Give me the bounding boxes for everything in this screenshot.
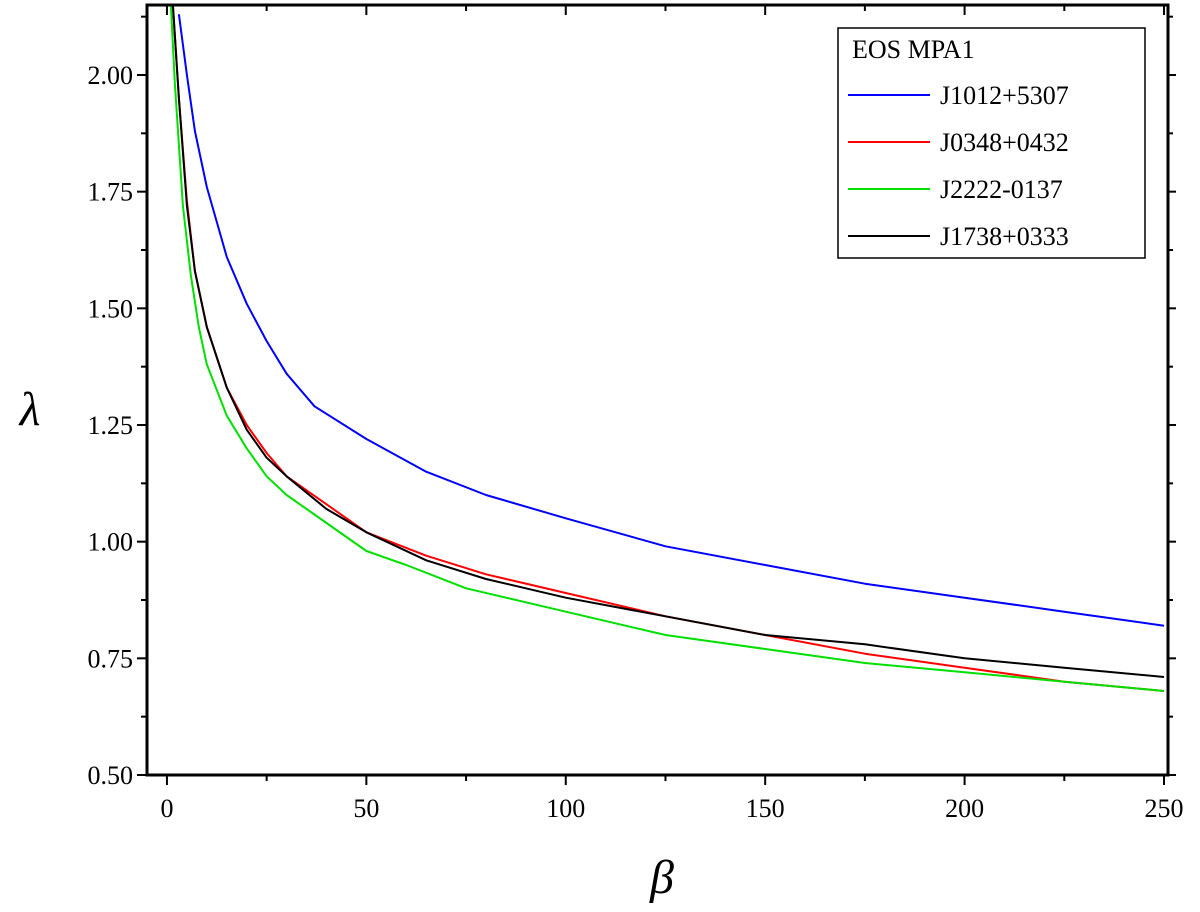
legend-label-3: J2222-0137 — [940, 175, 1063, 204]
y-tick-label: 1.50 — [88, 294, 134, 323]
legend-title: EOS MPA1 — [852, 35, 975, 64]
legend-label-2: J0348+0432 — [940, 128, 1069, 157]
y-tick-label: 0.75 — [88, 644, 134, 673]
y-tick-label: 1.00 — [88, 528, 134, 557]
series-line-3 — [169, 5, 1165, 692]
series-line-1 — [177, 14, 1165, 627]
series-line-4 — [171, 5, 1165, 678]
y-tick-label: 2.00 — [88, 61, 134, 90]
plot-frame — [145, 3, 1170, 777]
tick-labels-layer: 0 50 100 150 200 250 0.50 0.75 1.00 1.25 1.50 1.75 2… — [88, 61, 1184, 823]
x-axis-label: β — [649, 851, 674, 904]
y-axis-label: λ — [18, 383, 41, 436]
legend-entries: J1012+5307 J0348+0432 J2222-0137 J1738+0333 — [848, 81, 1069, 251]
x-tick-label: 0 — [160, 794, 173, 823]
x-tick-label: 100 — [546, 794, 585, 823]
x-tick-label: 150 — [746, 794, 785, 823]
x-tick-label: 50 — [353, 794, 379, 823]
series-layer — [169, 5, 1165, 692]
legend: EOS MPA1 J1012+5307J0348+0432J2222-0137J… — [837, 27, 1146, 259]
y-tick-label: 0.50 — [88, 761, 134, 790]
y-tick-label: 1.25 — [88, 411, 134, 440]
x-tick-label: 200 — [945, 794, 984, 823]
x-tick-label: 250 — [1145, 794, 1184, 823]
legend-label-1: J1012+5307 — [940, 81, 1069, 110]
y-tick-label: 1.75 — [88, 178, 134, 207]
legend-label-4: J1738+0333 — [940, 222, 1069, 251]
ticks-layer — [137, 5, 1176, 785]
